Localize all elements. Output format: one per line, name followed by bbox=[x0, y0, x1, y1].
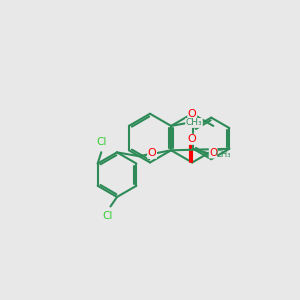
Text: CH₃: CH₃ bbox=[215, 150, 231, 159]
Text: O: O bbox=[209, 148, 217, 158]
Text: Cl: Cl bbox=[102, 211, 113, 221]
Text: Cl: Cl bbox=[96, 137, 106, 147]
Text: O: O bbox=[148, 148, 157, 158]
Text: O: O bbox=[188, 134, 197, 144]
Text: CH₃: CH₃ bbox=[186, 118, 202, 127]
Text: O: O bbox=[188, 109, 197, 119]
